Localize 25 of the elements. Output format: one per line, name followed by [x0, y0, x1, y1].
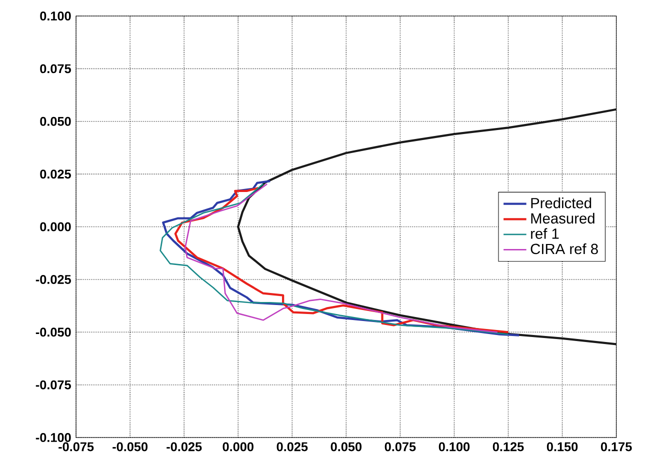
x-tick-label: -0.025	[166, 442, 202, 452]
x-tick-label: 0.100	[438, 442, 470, 452]
y-tick-label: 0.000	[40, 222, 71, 232]
y-tick-label: 0.075	[40, 64, 71, 74]
x-tick-label: 0.050	[330, 442, 362, 452]
y-tick-label: -0.075	[36, 380, 71, 390]
y-tick-label: 0.025	[40, 170, 71, 179]
legend-label: Predicted	[531, 198, 592, 208]
y-tick-label: 0.050	[40, 116, 71, 126]
legend-label: Measured	[531, 212, 594, 224]
x-tick-label: 0.125	[492, 442, 524, 452]
x-tick-label: 0.025	[276, 442, 308, 452]
x-tick-label: -0.050	[112, 442, 148, 452]
x-tick-label: 0.000	[222, 442, 254, 452]
y-tick-label: -0.100	[36, 433, 71, 442]
x-tick-label: 0.075	[384, 442, 416, 452]
x-tick-label: -0.075	[58, 442, 94, 452]
y-tick-label: -0.050	[36, 328, 71, 337]
y-tick-label: -0.025	[36, 275, 71, 284]
x-tick-label: 0.175	[600, 442, 632, 452]
legend-label: CIRA ref 8	[530, 243, 598, 254]
line-series	[237, 108, 616, 346]
legend-label: ref 1	[531, 228, 559, 239]
y-tick-label: 0.100	[40, 12, 71, 21]
x-tick-label: 0.150	[546, 442, 578, 452]
